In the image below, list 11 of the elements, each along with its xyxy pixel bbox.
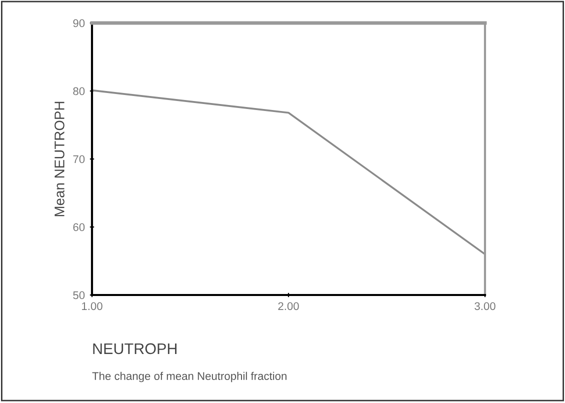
y-tick-label: 50 bbox=[73, 291, 85, 300]
y-tick-label: 60 bbox=[73, 223, 85, 232]
x-axis-title: NEUTROPH bbox=[93, 343, 176, 354]
text: The change of mean Neutrophil fraction bbox=[92, 372, 286, 382]
y-axis-title: Mean NEUTROPH bbox=[54, 102, 64, 216]
x-tick-label: 1.00 bbox=[82, 302, 102, 310]
y-tick-label: 80 bbox=[73, 87, 85, 96]
x-tick-label: 3.00 bbox=[474, 302, 496, 310]
y-tick-label: 70 bbox=[73, 155, 85, 164]
x-tick-label: 2.00 bbox=[278, 302, 299, 310]
y-tick-label: 90 bbox=[73, 19, 85, 28]
